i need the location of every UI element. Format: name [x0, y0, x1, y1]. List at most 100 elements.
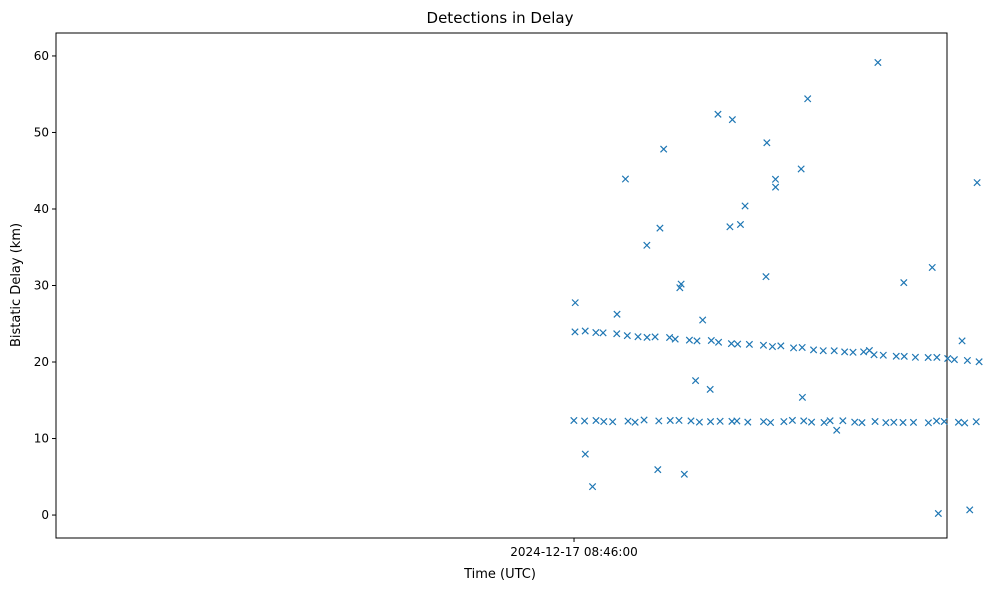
x-tick-label: 2024-12-17 08:46:00 [510, 545, 637, 559]
data-point [580, 417, 589, 425]
data-point [581, 450, 589, 458]
data-point [762, 273, 770, 281]
data-markers [570, 58, 983, 518]
data-point [581, 327, 589, 335]
data-point [892, 352, 900, 360]
data-point [654, 466, 662, 474]
data-point [745, 340, 754, 349]
data-point [680, 470, 688, 478]
y-axis-label: Bistatic Delay (km) [9, 223, 24, 347]
data-point [714, 338, 723, 346]
chart-title: Detections in Delay [427, 9, 574, 27]
data-point [809, 346, 818, 354]
data-point [640, 416, 648, 424]
data-point [819, 347, 827, 355]
data-point [609, 418, 617, 426]
data-point [613, 330, 621, 338]
data-point [899, 418, 907, 427]
data-point [851, 418, 859, 426]
data-point [890, 418, 898, 426]
data-point [940, 417, 948, 426]
data-point [685, 336, 694, 344]
data-point [768, 342, 777, 351]
data-point [666, 416, 674, 425]
data-point [727, 340, 736, 348]
data-point [800, 417, 808, 425]
data-point [571, 299, 579, 307]
data-point [600, 417, 608, 426]
data-point [741, 202, 749, 210]
data-point [671, 335, 679, 343]
data-point [833, 426, 841, 434]
data-point [928, 263, 936, 272]
data-point [651, 333, 659, 341]
data-point [954, 418, 963, 426]
data-point [798, 393, 807, 401]
data-point [728, 116, 736, 124]
data-point [771, 175, 780, 183]
data-point [570, 416, 578, 425]
data-point [706, 385, 714, 393]
data-point [676, 284, 684, 292]
data-point [759, 341, 768, 349]
x-axis-label: Time (UTC) [463, 567, 536, 582]
data-point [588, 483, 597, 491]
data-point [707, 336, 715, 345]
data-point [789, 344, 798, 352]
data-point [950, 355, 959, 364]
data-point [859, 348, 868, 356]
data-point [623, 331, 631, 340]
data-point [909, 418, 918, 426]
data-point [592, 328, 600, 337]
data-point [736, 220, 745, 229]
data-point [924, 419, 933, 427]
data-point [693, 337, 701, 345]
data-point [900, 278, 908, 287]
data-point [691, 376, 700, 385]
data-point [807, 418, 816, 426]
y-tick-label: 30 [34, 279, 49, 293]
data-point [733, 417, 741, 425]
data-point [613, 310, 621, 318]
data-point [882, 419, 890, 427]
data-point [643, 241, 651, 249]
data-point [788, 416, 797, 424]
data-point [934, 509, 942, 518]
data-point [932, 417, 941, 425]
data-point [771, 183, 780, 191]
plot-area [55, 32, 983, 539]
data-point [656, 224, 664, 232]
data-point [958, 337, 966, 345]
data-point [961, 419, 969, 427]
data-point [797, 165, 805, 173]
data-point [820, 418, 828, 427]
data-point [966, 506, 974, 514]
data-point [734, 340, 742, 348]
data-point [655, 417, 663, 425]
y-tick-label: 20 [34, 355, 49, 369]
data-point [599, 329, 607, 337]
data-point [865, 346, 874, 355]
data-point [826, 417, 834, 425]
data-point [975, 358, 983, 366]
data-point [933, 353, 941, 362]
data-point [699, 316, 707, 324]
data-point [798, 343, 806, 352]
data-point [858, 418, 866, 427]
x-axis: 2024-12-17 08:46:002024-12-17 08:47:0020… [510, 538, 638, 559]
data-point [695, 418, 704, 426]
data-point [726, 223, 734, 231]
data-point [839, 417, 847, 425]
data-point [924, 353, 932, 362]
data-point [759, 417, 768, 426]
data-point [665, 333, 674, 342]
data-point [973, 178, 981, 187]
data-point [780, 417, 788, 426]
plot-frame [55, 32, 948, 539]
data-point [716, 417, 724, 425]
data-point [631, 418, 639, 426]
data-point [900, 352, 908, 361]
data-point [763, 139, 771, 147]
data-point [766, 418, 775, 427]
